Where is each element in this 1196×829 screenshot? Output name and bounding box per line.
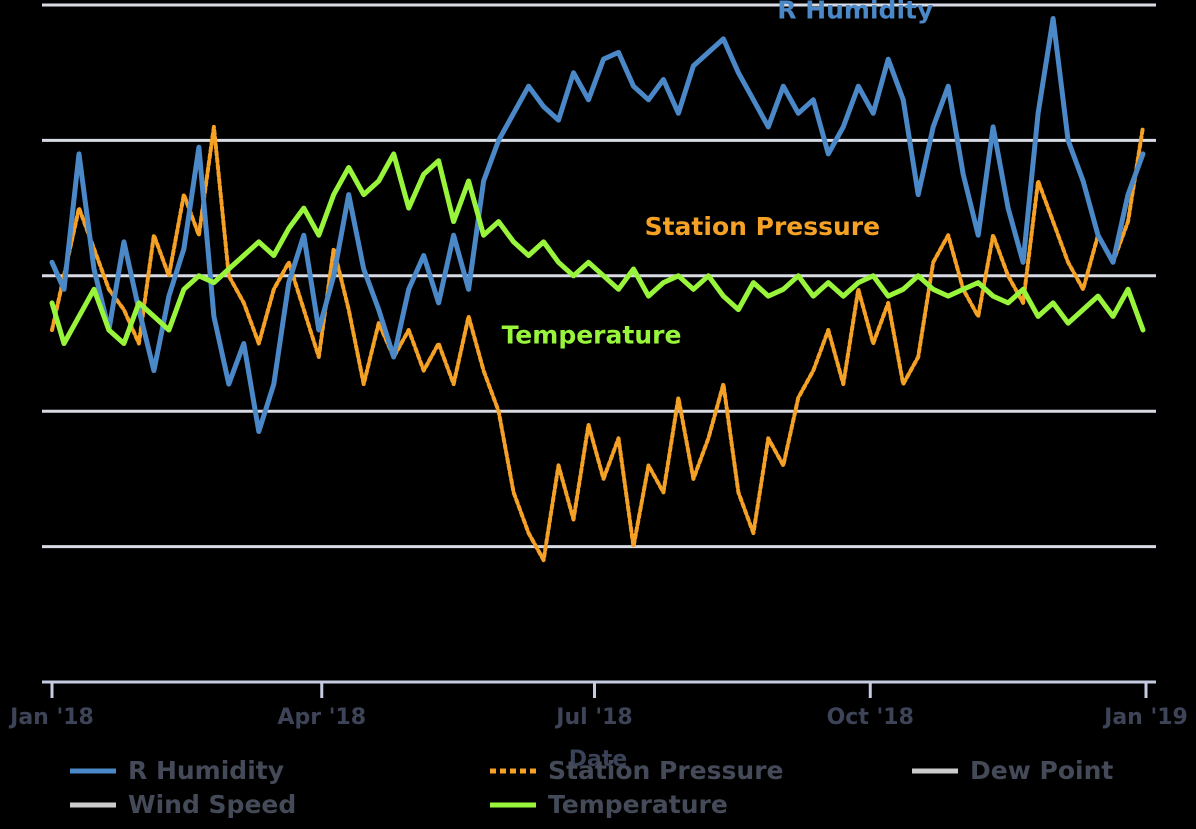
series-annotation: Station Pressure bbox=[645, 212, 880, 241]
series-layer bbox=[49, 16, 1146, 563]
x-axis: Jan '18 Apr '18 Jul '18 Oct '18 Jan '19 bbox=[8, 680, 1188, 730]
series-annotation: R Humidity bbox=[777, 0, 933, 25]
legend-item-wind-speed[interactable]: Wind Speed bbox=[70, 790, 296, 819]
series-line-station-pressure bbox=[50, 124, 1145, 563]
legend-item-dew-point[interactable]: Dew Point bbox=[912, 756, 1113, 785]
x-tick-label: Jan '19 bbox=[1102, 705, 1188, 730]
series-line-temperature bbox=[49, 151, 1146, 346]
legend-label: Temperature bbox=[548, 790, 728, 819]
x-tick-label: Apr '18 bbox=[277, 705, 366, 730]
legend-item-station-pressure[interactable]: Station Pressure bbox=[490, 756, 783, 785]
legend-label: R Humidity bbox=[128, 756, 284, 785]
x-axis-title: Date bbox=[569, 747, 628, 772]
legend-label: Wind Speed bbox=[128, 790, 296, 819]
legend: R Humidity Station Pressure Dew Point Wind … bbox=[70, 756, 1113, 819]
x-tick-label: Jan '18 bbox=[8, 705, 94, 730]
annotation-layer: R Humidity Station Pressure Temperature bbox=[502, 0, 934, 350]
x-tick-label: Jul '18 bbox=[554, 705, 632, 730]
legend-item-r-humidity[interactable]: R Humidity bbox=[70, 756, 284, 785]
series-annotation: Temperature bbox=[502, 321, 682, 350]
series-line-r-humidity bbox=[49, 16, 1146, 434]
legend-label: Dew Point bbox=[970, 756, 1113, 785]
legend-item-temperature[interactable]: Temperature bbox=[490, 790, 728, 819]
x-tick-label: Oct '18 bbox=[827, 705, 914, 730]
legend-label: Station Pressure bbox=[548, 756, 783, 785]
